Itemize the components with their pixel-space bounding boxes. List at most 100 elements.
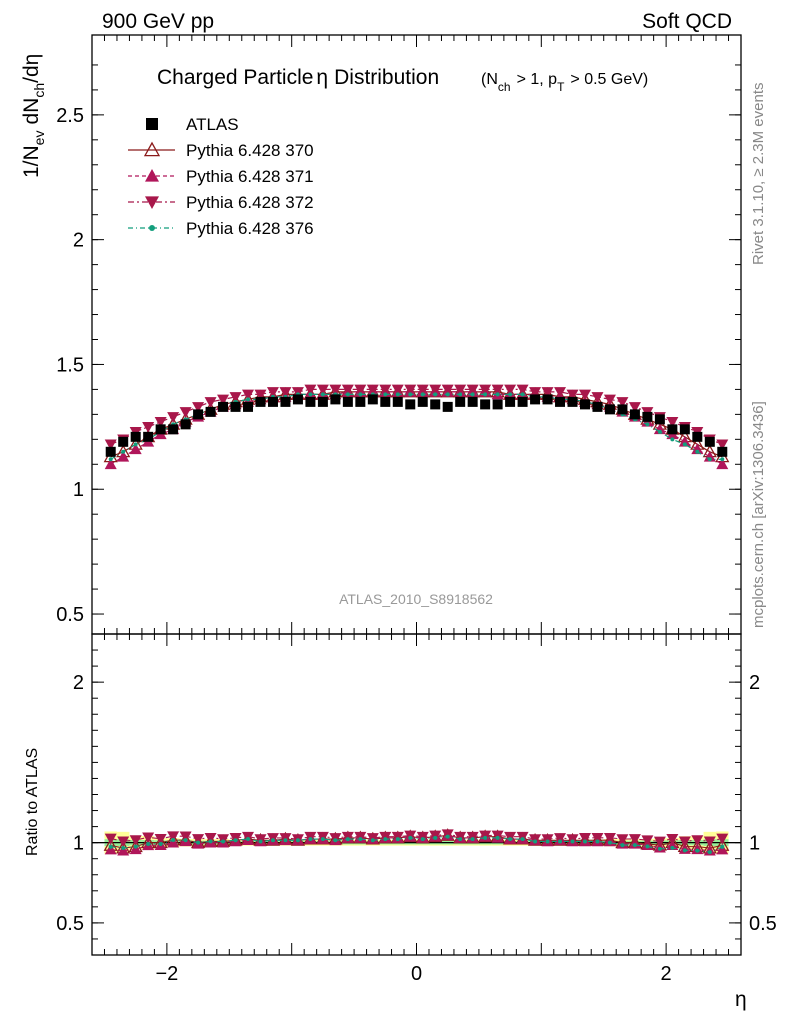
ratio-point: [645, 844, 650, 849]
data-point: [504, 384, 517, 396]
ratio-point: [620, 843, 625, 848]
data-point: [653, 423, 666, 435]
data-point: [695, 449, 700, 454]
analysis-watermark: ATLAS_2010_S8918562: [339, 591, 493, 607]
data-point: [517, 396, 528, 407]
y-tick-label-right: 2: [749, 672, 760, 694]
data-point: [279, 387, 292, 398]
ratio-point: [129, 835, 142, 846]
data-point: [645, 422, 650, 427]
data-point: [192, 402, 205, 413]
data-point: [667, 424, 678, 435]
ratio-point: [333, 838, 338, 843]
data-point: [578, 389, 591, 401]
data-point: [355, 396, 366, 407]
data-point: [495, 392, 500, 397]
ratio-point: [308, 837, 313, 842]
ratio-point: [607, 840, 612, 845]
data-point: [180, 419, 191, 430]
ratio-point: [632, 843, 637, 848]
main-title: Charged Particle η Distribution: [157, 66, 439, 89]
ratio-plot-area: 0.5 0.5 1 1 2 2 −2 0 2: [56, 633, 777, 985]
data-point: [229, 392, 242, 403]
data-point: [430, 399, 441, 410]
ratio-point: [358, 837, 363, 842]
data-point: [395, 392, 400, 397]
ratio-point: [716, 833, 729, 845]
data-point: [341, 384, 354, 396]
ratio-point: [533, 839, 538, 844]
data-point: [345, 392, 350, 397]
y-tick-label: 0.5: [56, 913, 84, 935]
data-point: [716, 458, 729, 470]
ratio-point: [295, 838, 300, 843]
data-point: [342, 396, 353, 407]
ratio-point: [520, 837, 525, 842]
legend-label: Pythia 6.428 372: [186, 193, 314, 212]
main-ylabel: 1/NevdNch/dη: [20, 54, 47, 178]
ratio-line: [110, 836, 723, 853]
data-point: [167, 412, 180, 423]
ratio-point: [483, 835, 488, 840]
ratio-point: [653, 836, 666, 848]
ratio-point: [108, 844, 113, 849]
ratio-point: [433, 835, 438, 840]
data-point: [433, 392, 438, 397]
ratio-point: [682, 848, 687, 853]
data-point: [692, 431, 703, 442]
data-point: [657, 429, 662, 434]
data-point: [104, 439, 117, 451]
data-point: [246, 397, 251, 402]
data-point: [703, 450, 716, 462]
data-point: [105, 446, 116, 457]
ratio-point: [582, 839, 587, 844]
ratio-point: [246, 837, 251, 842]
ratio-point: [408, 835, 413, 840]
main-title-cond: (Nch > 1, pT > 0.5 GeV): [481, 71, 648, 94]
ratio-point: [171, 838, 176, 843]
x-tick-label: −2: [155, 963, 178, 985]
legend-label: Pythia 6.428 371: [186, 167, 314, 186]
legend: ATLAS Pythia 6.428 370 Pythia 6.428 371 Pyt…: [128, 115, 314, 238]
data-point: [405, 399, 416, 410]
data-point: [429, 384, 442, 396]
data-point: [480, 399, 491, 410]
data-point: [704, 436, 715, 447]
data-point: [118, 436, 129, 447]
data-point: [628, 402, 641, 413]
data-point: [205, 406, 216, 417]
data-point: [108, 457, 113, 462]
data-point: [458, 392, 463, 397]
ratio-point: [270, 838, 275, 843]
data-point: [678, 435, 691, 447]
data-point: [592, 401, 603, 412]
data-point: [292, 394, 303, 405]
data-point: [317, 396, 328, 407]
data-point: [654, 414, 665, 425]
data-point: [420, 392, 425, 397]
legend-marker: [143, 141, 161, 157]
data-point: [117, 450, 130, 462]
data-point: [679, 424, 690, 435]
ratio-point: [628, 834, 641, 845]
ratio-point: [121, 846, 126, 851]
ratio-point: [183, 838, 188, 843]
ratio-point: [695, 848, 700, 853]
ratio-point: [670, 845, 675, 850]
ratio-point: [703, 836, 716, 848]
data-point: [408, 392, 413, 397]
data-point: [255, 396, 266, 407]
data-point: [243, 401, 254, 412]
data-point: [455, 396, 466, 407]
data-point: [404, 384, 417, 396]
data-point: [391, 384, 404, 396]
axes-frame: [91, 633, 742, 956]
ratio-point: [383, 837, 388, 842]
y-tick-label: 1: [73, 833, 84, 855]
ratio-point: [129, 843, 142, 855]
ratio-point: [616, 834, 629, 846]
ratio-point: [716, 843, 729, 855]
ratio-point: [657, 846, 662, 851]
data-point: [358, 392, 363, 397]
